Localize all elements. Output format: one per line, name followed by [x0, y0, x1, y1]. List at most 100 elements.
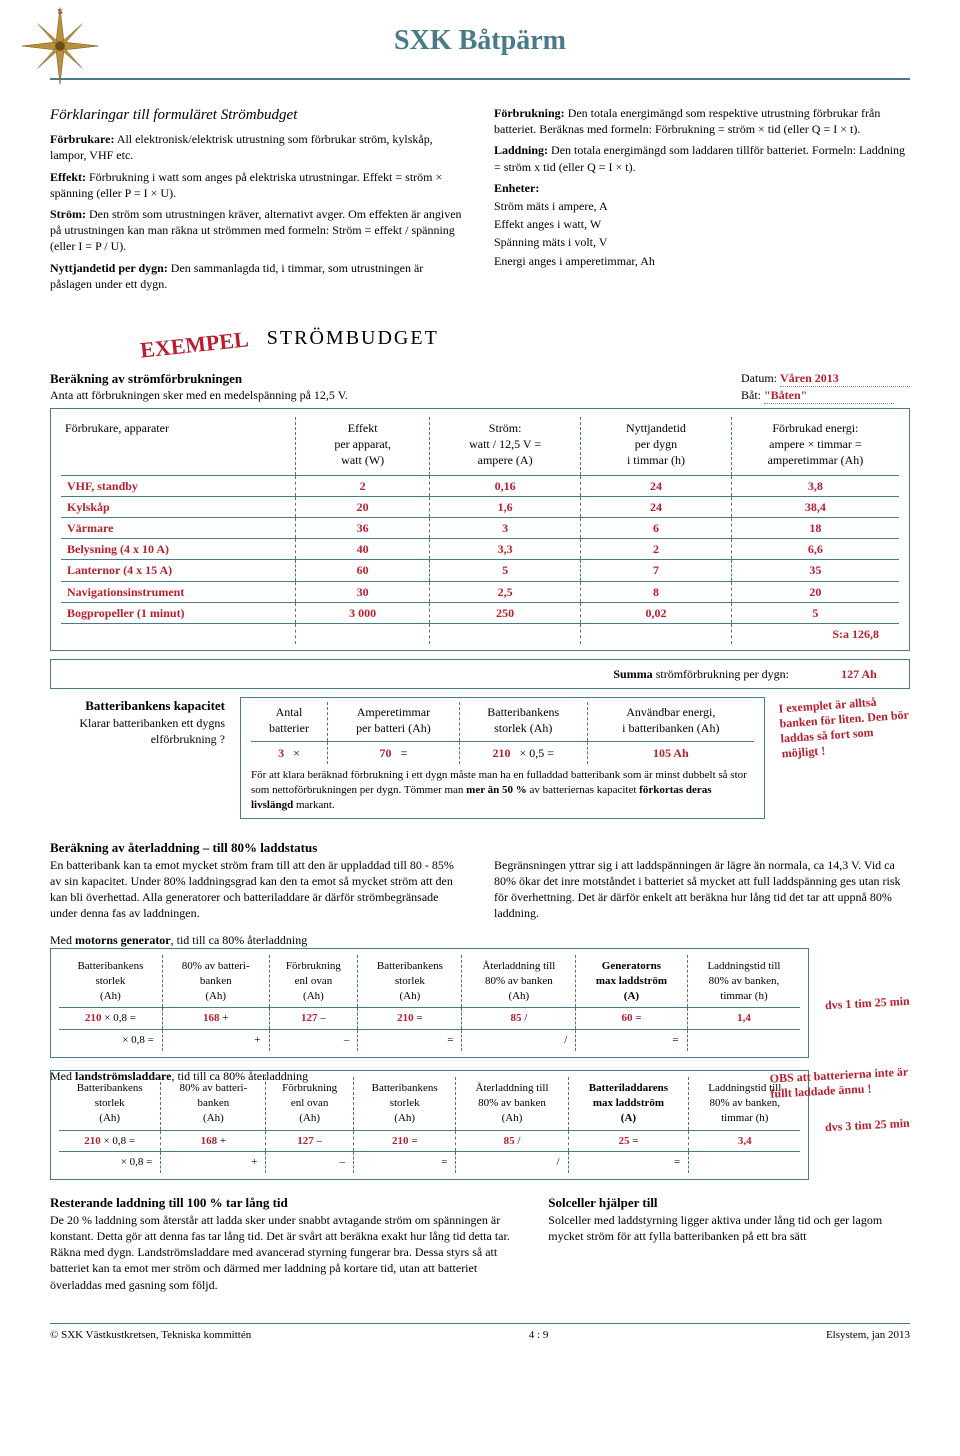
term-enheter: Enheter: — [494, 181, 539, 195]
bank-title: Batteribankens kapacitet — [50, 697, 225, 715]
table-cell: 60 = — [576, 1008, 687, 1030]
land-table: Batteribankens storlek (Ah)80% av batter… — [59, 1077, 800, 1173]
land-table-box: Batteribankens storlek (Ah)80% av batter… — [50, 1070, 809, 1180]
rest-left-text: De 20 % laddning som återstår att ladda … — [50, 1212, 520, 1293]
table-cell: 20 — [731, 581, 899, 602]
motor-rest: , tid till ca 80% återladdning — [171, 933, 308, 947]
table-row: Belysning (4 x 10 A)403,326,6 — [61, 539, 899, 560]
table-cell: 127 – — [269, 1008, 358, 1030]
table-row: Värmare363618 — [61, 517, 899, 538]
page-footer: © SXK Västkustkretsen, Tekniska kommitté… — [50, 1323, 910, 1343]
table-cell — [689, 1152, 801, 1173]
table-cell: 8 — [581, 581, 732, 602]
table-cell: 7 — [581, 560, 732, 581]
table-cell: × 0,8 = — [59, 1152, 161, 1173]
table-header: Förbrukning enl ovan (Ah) — [266, 1077, 354, 1130]
table-row: Lanternor (4 x 15 A)605735 — [61, 560, 899, 581]
table-header: Återladdning till 80% av banken (Ah) — [462, 955, 576, 1008]
footer-center: 4 : 9 — [529, 1328, 549, 1343]
motor-prefix: Med — [50, 933, 75, 947]
bank-note-2: av batteriernas kapacitet — [527, 784, 639, 796]
summa-prefix: Summa — [613, 667, 655, 681]
col-4: Förbrukad energi: ampere × timmar = ampe… — [731, 417, 899, 475]
table-cell: 210 × 0,8 = — [59, 1130, 161, 1152]
budget-note: Anta att förbrukningen sker med en medel… — [50, 387, 348, 403]
svg-text:N: N — [58, 8, 64, 16]
table-cell: 24 — [581, 475, 732, 496]
bank-note-3: markant. — [293, 799, 335, 811]
col-3: Nyttjandetid per dygn i timmar (h) — [581, 417, 732, 475]
table-header: Batteribankens storlek (Ah) — [358, 955, 462, 1008]
table-row: Kylskåp201,62438,4 — [61, 496, 899, 517]
table-cell: 3 — [430, 517, 581, 538]
table-header: 80% av batteri- banken (Ah) — [161, 1077, 266, 1130]
table-cell: / — [456, 1152, 568, 1173]
compass-icon: N — [20, 6, 100, 90]
table-cell: 0,16 — [430, 475, 581, 496]
bank-col-0: Antal batterier — [251, 702, 327, 741]
table-cell: = — [358, 1030, 462, 1051]
table-header: Batteribankens storlek (Ah) — [59, 1077, 161, 1130]
table-cell: 36 — [296, 517, 430, 538]
land-side: dvs 3 tim 25 min — [825, 1115, 910, 1136]
motor-side: dvs 1 tim 25 min — [825, 993, 910, 1014]
table-cell: 2,5 — [430, 581, 581, 602]
table-header: Återladdning till 80% av banken (Ah) — [456, 1077, 568, 1130]
bank-col-2: Batteribankens storlek (Ah) — [459, 702, 587, 741]
table-row: VHF, standby20,16243,8 — [61, 475, 899, 496]
table-cell: 1,6 — [430, 496, 581, 517]
table-header: Förbrukning enl ovan (Ah) — [269, 955, 358, 1008]
table-cell: 6 — [581, 517, 732, 538]
recharge-right: Begränsningen yttrar sig i att laddspänn… — [494, 857, 910, 922]
table-cell: = — [576, 1030, 687, 1051]
summa-row: Summa strömförbrukning per dygn: 127 Ah — [50, 659, 910, 689]
term-strom: Ström: — [50, 207, 86, 221]
date-label: Datum: — [741, 371, 777, 385]
table-cell: 1,4 — [687, 1008, 800, 1030]
bank-n: 3 — [278, 746, 284, 760]
table-cell: + — [162, 1030, 269, 1051]
table-cell: + — [161, 1152, 266, 1173]
table-cell: 35 — [731, 560, 899, 581]
table-cell: 18 — [731, 517, 899, 538]
col-2: Ström: watt / 12,5 V = ampere (A) — [430, 417, 581, 475]
unit-3: Energi anges i amperetimmar, Ah — [494, 254, 655, 268]
table-cell: × 0,8 = — [59, 1030, 162, 1051]
term-forbrukning: Förbrukning: — [494, 106, 565, 120]
table-row: Bogpropeller (1 minut)3 0002500,025 — [61, 602, 899, 623]
table-cell: 5 — [731, 602, 899, 623]
table-cell: 6,6 — [731, 539, 899, 560]
unit-2: Spänning mäts i volt, V — [494, 235, 607, 249]
glossary-section: Förklaringar till formuläret Strömbudget… — [50, 105, 910, 297]
table-row: Navigationsinstrument302,5820 — [61, 581, 899, 602]
bank-col-1: Amperetimmar per batteri (Ah) — [327, 702, 459, 741]
budget-table: Förbrukare, apparater Effekt per apparat… — [61, 417, 899, 644]
budget-subtitle: Beräkning av strömförbrukningen — [50, 370, 348, 388]
sum-value: 126,8 — [852, 627, 879, 641]
table-cell: 3 000 — [296, 602, 430, 623]
table-header: Laddningstid till 80% av banken, timmar … — [687, 955, 800, 1008]
col-0: Förbrukare, apparater — [61, 417, 296, 475]
rest-left-title: Resterande laddning till 100 % tar lång … — [50, 1194, 520, 1212]
text-strom: Den ström som utrustningen kräver, alter… — [50, 207, 462, 253]
table-cell: 2 — [296, 475, 430, 496]
table-cell: = — [353, 1152, 456, 1173]
bank-note-b1: mer än 50 % — [466, 784, 527, 796]
table-cell: 210 = — [353, 1130, 456, 1152]
table-cell: 3,4 — [689, 1130, 801, 1152]
footer-right: Elsystem, jan 2013 — [826, 1328, 910, 1343]
text-laddning: Den totala energimängd som laddaren till… — [494, 143, 905, 173]
footer-left: © SXK Västkustkretsen, Tekniska kommitté… — [50, 1328, 251, 1343]
summa-value: 127 Ah — [819, 666, 899, 682]
term-laddning: Laddning: — [494, 143, 548, 157]
table-header: Batteribankens storlek (Ah) — [353, 1077, 456, 1130]
table-cell: 250 — [430, 602, 581, 623]
table-cell: Värmare — [61, 517, 296, 538]
table-cell: 2 — [581, 539, 732, 560]
table-cell: 25 = — [568, 1130, 689, 1152]
recharge-title: Beräkning av återladdning – till 80% lad… — [50, 839, 910, 857]
table-cell: 210 × 0,8 = — [59, 1008, 162, 1030]
table-cell: Kylskåp — [61, 496, 296, 517]
table-header: Generatorns max laddström (A) — [576, 955, 687, 1008]
boat-label: Båt: — [741, 388, 761, 402]
